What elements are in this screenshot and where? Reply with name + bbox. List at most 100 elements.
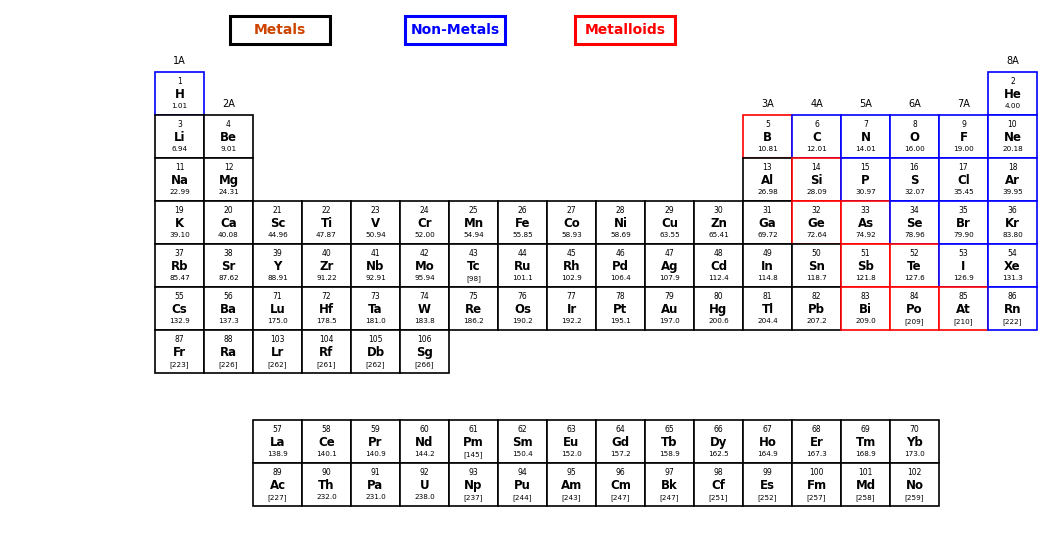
Text: [237]: [237] [464, 494, 483, 501]
Bar [645, 287, 694, 330]
Bar [351, 463, 400, 506]
Bar [694, 420, 743, 463]
Text: 39.95: 39.95 [1003, 190, 1023, 196]
Text: 26.98: 26.98 [757, 190, 777, 196]
Text: 54: 54 [1008, 249, 1017, 258]
Text: 91: 91 [370, 468, 381, 477]
Bar [400, 201, 449, 244]
Text: 28: 28 [615, 206, 625, 215]
Text: Cm: Cm [610, 479, 631, 492]
Text: 52.00: 52.00 [414, 233, 434, 238]
Text: 28.09: 28.09 [806, 190, 827, 196]
Text: 95: 95 [567, 468, 576, 477]
Bar [645, 244, 694, 287]
Text: 70: 70 [910, 425, 919, 434]
Text: Ho: Ho [758, 436, 776, 449]
Bar [351, 287, 400, 330]
Text: K: K [175, 217, 184, 230]
Text: 101: 101 [858, 468, 873, 477]
Text: He: He [1004, 88, 1021, 101]
Text: 69: 69 [861, 425, 870, 434]
Text: 47.87: 47.87 [316, 233, 337, 238]
Bar [596, 201, 645, 244]
Bar [252, 201, 302, 244]
Text: 26: 26 [518, 206, 527, 215]
Text: Lr: Lr [270, 346, 284, 359]
Text: 93: 93 [468, 468, 479, 477]
Text: Au: Au [661, 303, 679, 316]
Text: 14: 14 [812, 163, 822, 172]
Text: Sr: Sr [221, 260, 236, 273]
Bar [694, 244, 743, 287]
Text: Sm: Sm [512, 436, 532, 449]
Text: 58: 58 [322, 425, 331, 434]
Bar [743, 463, 792, 506]
Text: Ir: Ir [566, 303, 576, 316]
Bar [400, 287, 449, 330]
Text: Bk: Bk [661, 479, 677, 492]
Text: Br: Br [956, 217, 971, 230]
Text: 17: 17 [958, 163, 968, 172]
Bar [155, 115, 204, 158]
Text: 59: 59 [370, 425, 381, 434]
Text: Ta: Ta [368, 303, 383, 316]
Text: [251]: [251] [709, 494, 728, 501]
Text: Pt: Pt [613, 303, 628, 316]
Text: 69.72: 69.72 [757, 233, 777, 238]
Text: [98]: [98] [466, 275, 481, 282]
Bar [252, 287, 302, 330]
Text: 158.9: 158.9 [660, 452, 680, 457]
Text: 60: 60 [420, 425, 429, 434]
Text: 56: 56 [224, 292, 234, 301]
Text: 72.64: 72.64 [806, 233, 827, 238]
Text: 7: 7 [863, 120, 868, 129]
Text: 61: 61 [469, 425, 479, 434]
Text: 52: 52 [910, 249, 919, 258]
Bar [939, 287, 988, 330]
Text: 9.01: 9.01 [221, 146, 237, 153]
Text: Fm: Fm [807, 479, 827, 492]
Bar [302, 287, 351, 330]
Text: 126.9: 126.9 [953, 276, 974, 281]
Text: 88.91: 88.91 [267, 276, 288, 281]
Text: [223]: [223] [169, 361, 189, 368]
Text: Cf: Cf [711, 479, 726, 492]
Text: 4A: 4A [810, 99, 823, 109]
Text: 144.2: 144.2 [414, 452, 434, 457]
Text: 4.00: 4.00 [1005, 103, 1020, 110]
Text: 88: 88 [224, 335, 234, 344]
Text: Nd: Nd [416, 436, 433, 449]
Text: 204.4: 204.4 [757, 319, 777, 324]
Text: No: No [906, 479, 924, 492]
Text: 121.8: 121.8 [855, 276, 876, 281]
Text: 83: 83 [861, 292, 870, 301]
Text: Po: Po [906, 303, 923, 316]
Text: 11: 11 [175, 163, 184, 172]
Text: Sn: Sn [808, 260, 825, 273]
Text: Ac: Ac [269, 479, 285, 492]
Text: 68: 68 [812, 425, 822, 434]
Bar [252, 244, 302, 287]
Text: [262]: [262] [366, 361, 385, 368]
Text: [259]: [259] [905, 494, 925, 501]
Text: Ag: Ag [661, 260, 679, 273]
Bar [155, 158, 204, 201]
Text: W: W [418, 303, 431, 316]
Text: 89: 89 [272, 468, 282, 477]
Bar [204, 287, 252, 330]
Bar [988, 287, 1037, 330]
Text: 23: 23 [370, 206, 381, 215]
Text: Rf: Rf [320, 346, 333, 359]
Text: 71: 71 [272, 292, 282, 301]
Bar [988, 158, 1037, 201]
Bar [841, 201, 890, 244]
Text: 209.0: 209.0 [855, 319, 876, 324]
Text: 183.8: 183.8 [414, 319, 434, 324]
Text: Md: Md [855, 479, 875, 492]
Text: Dy: Dy [710, 436, 727, 449]
Text: 162.5: 162.5 [708, 452, 729, 457]
Text: 186.2: 186.2 [463, 319, 484, 324]
Text: 21: 21 [272, 206, 282, 215]
Text: 20: 20 [224, 206, 234, 215]
Text: 104: 104 [319, 335, 333, 344]
